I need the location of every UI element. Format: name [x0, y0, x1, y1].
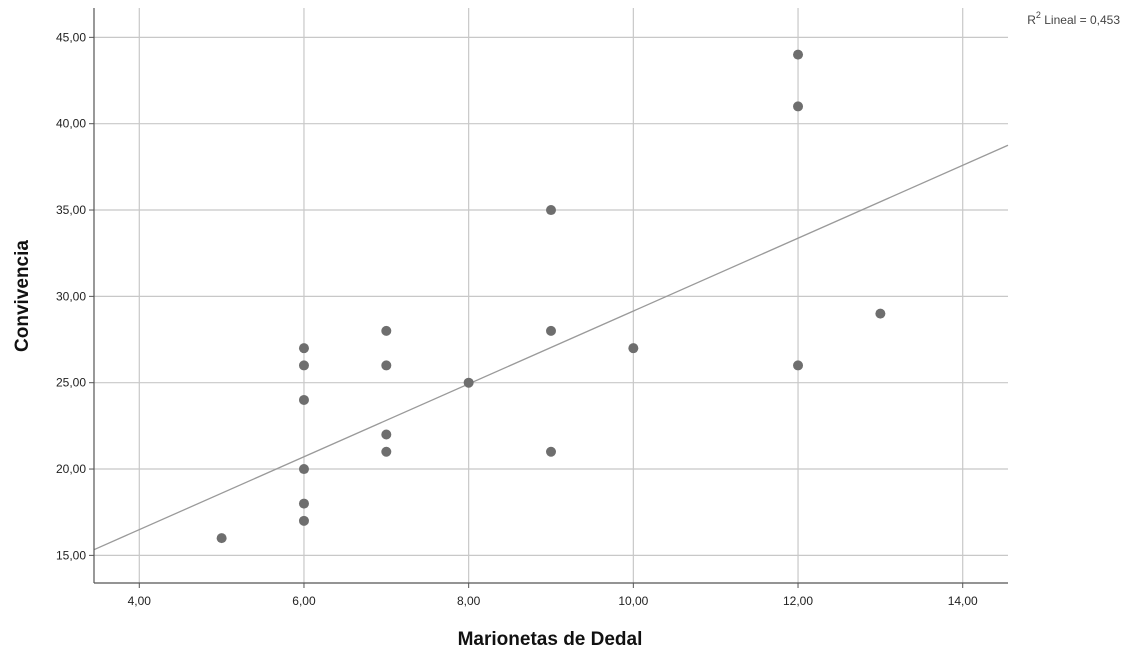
x-axis-title: Marionetas de Dedal [458, 629, 643, 650]
data-point [298, 464, 309, 475]
y-axis-title: Convivencia [12, 240, 33, 352]
x-tick-label: 14,00 [948, 594, 978, 608]
data-point [793, 49, 804, 60]
data-point [546, 325, 556, 336]
y-tick-label: 15,00 [56, 548, 86, 562]
data-point [216, 533, 227, 544]
data-point [546, 205, 556, 216]
data-point [298, 343, 309, 354]
data-point [381, 360, 392, 371]
data-point [298, 498, 309, 509]
y-tick-label: 35,00 [56, 203, 86, 217]
data-points [216, 49, 886, 544]
r2-annotation: R2 Lineal = 0,453 [1027, 10, 1120, 27]
data-point [793, 101, 804, 112]
tick-labels: 4,00 6,00 8,00 10,00 12,00 14,00 15,00 20,00 25,… [56, 30, 978, 608]
data-point [793, 360, 804, 371]
linear-fit-line [93, 144, 1009, 551]
x-tick-label: 8,00 [457, 594, 481, 608]
y-tick-label: 45,00 [56, 30, 86, 44]
data-point [381, 446, 392, 457]
data-point [381, 325, 392, 336]
data-point [875, 308, 886, 319]
x-tick-label: 10,00 [618, 594, 648, 608]
r2-prefix: R [1027, 13, 1036, 27]
x-tick-label: 12,00 [783, 594, 813, 608]
y-tick-label: 25,00 [56, 376, 86, 390]
y-tick-label: 20,00 [56, 462, 86, 476]
r2-text: Lineal = 0,453 [1041, 13, 1120, 27]
data-point [381, 429, 392, 440]
data-point [546, 446, 556, 457]
data-point [628, 343, 639, 354]
data-point [298, 360, 309, 371]
data-point [298, 394, 309, 405]
x-tick-label: 4,00 [128, 594, 152, 608]
r2-superscript: 2 [1036, 10, 1041, 20]
fit-line-group [93, 144, 1009, 551]
y-tick-label: 30,00 [56, 289, 86, 303]
x-tick-label: 6,00 [292, 594, 316, 608]
data-point [298, 515, 309, 526]
data-point [463, 377, 474, 388]
grid-lines [94, 8, 1008, 583]
axes [89, 8, 1008, 588]
y-tick-label: 40,00 [56, 117, 86, 131]
